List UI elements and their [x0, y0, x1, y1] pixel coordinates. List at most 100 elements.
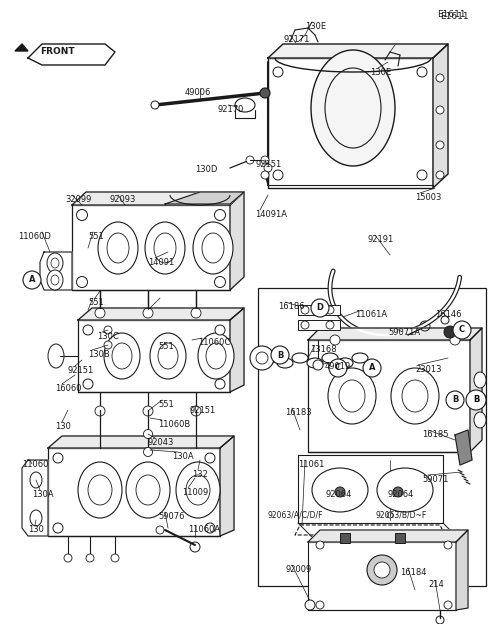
Circle shape	[444, 541, 452, 549]
Polygon shape	[40, 252, 72, 290]
Ellipse shape	[377, 468, 433, 512]
Bar	[298, 320, 340, 330]
Text: 130A: 130A	[32, 490, 54, 499]
Bar	[340, 533, 350, 543]
Text: 551: 551	[158, 400, 174, 409]
Ellipse shape	[78, 462, 122, 518]
Circle shape	[64, 554, 72, 562]
Text: 92063/B/D~F: 92063/B/D~F	[375, 510, 426, 519]
Circle shape	[316, 601, 324, 609]
Text: 14091: 14091	[148, 258, 174, 267]
Text: 132: 132	[192, 470, 208, 479]
Ellipse shape	[311, 50, 395, 166]
Circle shape	[86, 554, 94, 562]
Circle shape	[330, 335, 340, 345]
Text: C: C	[459, 326, 465, 334]
Text: 11061A: 11061A	[355, 310, 387, 319]
Circle shape	[363, 359, 381, 377]
Text: 92170: 92170	[218, 105, 244, 114]
Text: 59071: 59071	[422, 475, 448, 484]
Text: FRONT: FRONT	[40, 47, 74, 56]
Ellipse shape	[322, 353, 338, 363]
Circle shape	[417, 67, 427, 77]
Circle shape	[311, 299, 329, 317]
Circle shape	[387, 512, 393, 518]
Ellipse shape	[262, 353, 278, 363]
Circle shape	[261, 156, 269, 164]
Circle shape	[393, 487, 403, 497]
Text: 11060B: 11060B	[158, 420, 190, 429]
Text: 92191: 92191	[368, 235, 394, 244]
Text: 92009: 92009	[285, 565, 311, 574]
Ellipse shape	[292, 353, 308, 363]
Circle shape	[335, 487, 345, 497]
Text: 11060D: 11060D	[18, 232, 51, 241]
Circle shape	[436, 171, 444, 179]
Circle shape	[264, 164, 272, 172]
Text: C: C	[335, 364, 341, 373]
Circle shape	[83, 325, 93, 335]
Text: E1611: E1611	[440, 12, 468, 21]
Circle shape	[53, 453, 63, 463]
Circle shape	[215, 325, 225, 335]
Polygon shape	[433, 44, 448, 188]
Ellipse shape	[474, 392, 486, 408]
Polygon shape	[48, 436, 234, 448]
Ellipse shape	[47, 270, 63, 290]
Circle shape	[316, 541, 324, 549]
Circle shape	[111, 554, 119, 562]
Text: A: A	[29, 276, 35, 285]
Polygon shape	[456, 530, 468, 610]
Circle shape	[205, 523, 215, 533]
Polygon shape	[15, 44, 28, 51]
Circle shape	[436, 74, 444, 82]
Text: 23013: 23013	[415, 365, 442, 374]
Circle shape	[453, 321, 471, 339]
Polygon shape	[268, 44, 448, 58]
Text: 130E: 130E	[305, 22, 326, 31]
Circle shape	[444, 326, 456, 338]
Bar	[298, 455, 443, 523]
Circle shape	[104, 326, 112, 334]
Circle shape	[214, 210, 226, 220]
Text: 92063/A/C/D/F: 92063/A/C/D/F	[268, 510, 324, 519]
Circle shape	[261, 171, 269, 179]
Text: 551: 551	[88, 298, 104, 307]
Ellipse shape	[98, 222, 138, 274]
Ellipse shape	[198, 333, 234, 379]
Ellipse shape	[474, 412, 486, 428]
Text: 92043: 92043	[148, 438, 174, 447]
Circle shape	[305, 600, 315, 610]
Circle shape	[143, 406, 153, 416]
Text: D: D	[316, 303, 324, 313]
Text: 11060C: 11060C	[198, 338, 230, 347]
Circle shape	[83, 379, 93, 389]
Text: 49019: 49019	[325, 362, 351, 371]
Circle shape	[313, 360, 323, 370]
Text: 59076: 59076	[158, 512, 184, 521]
FancyBboxPatch shape	[78, 320, 230, 392]
Text: E1611: E1611	[437, 10, 466, 19]
Circle shape	[436, 141, 444, 149]
Text: 11061: 11061	[298, 460, 324, 469]
Text: 551: 551	[158, 342, 174, 351]
Circle shape	[326, 306, 334, 314]
Text: B: B	[277, 351, 283, 359]
Bar	[298, 305, 340, 315]
Circle shape	[53, 523, 63, 533]
Circle shape	[23, 271, 41, 289]
Circle shape	[374, 562, 390, 578]
Ellipse shape	[47, 253, 63, 273]
Text: 130E: 130E	[370, 68, 391, 77]
Text: 16183: 16183	[285, 408, 312, 417]
Circle shape	[215, 379, 225, 389]
Text: 16060: 16060	[55, 384, 82, 393]
Ellipse shape	[474, 372, 486, 388]
Text: B: B	[452, 396, 458, 404]
Polygon shape	[470, 328, 482, 452]
Text: 16146: 16146	[435, 310, 462, 319]
Circle shape	[271, 346, 289, 364]
Text: 16185: 16185	[422, 430, 448, 439]
Ellipse shape	[145, 222, 185, 274]
Circle shape	[95, 308, 105, 318]
